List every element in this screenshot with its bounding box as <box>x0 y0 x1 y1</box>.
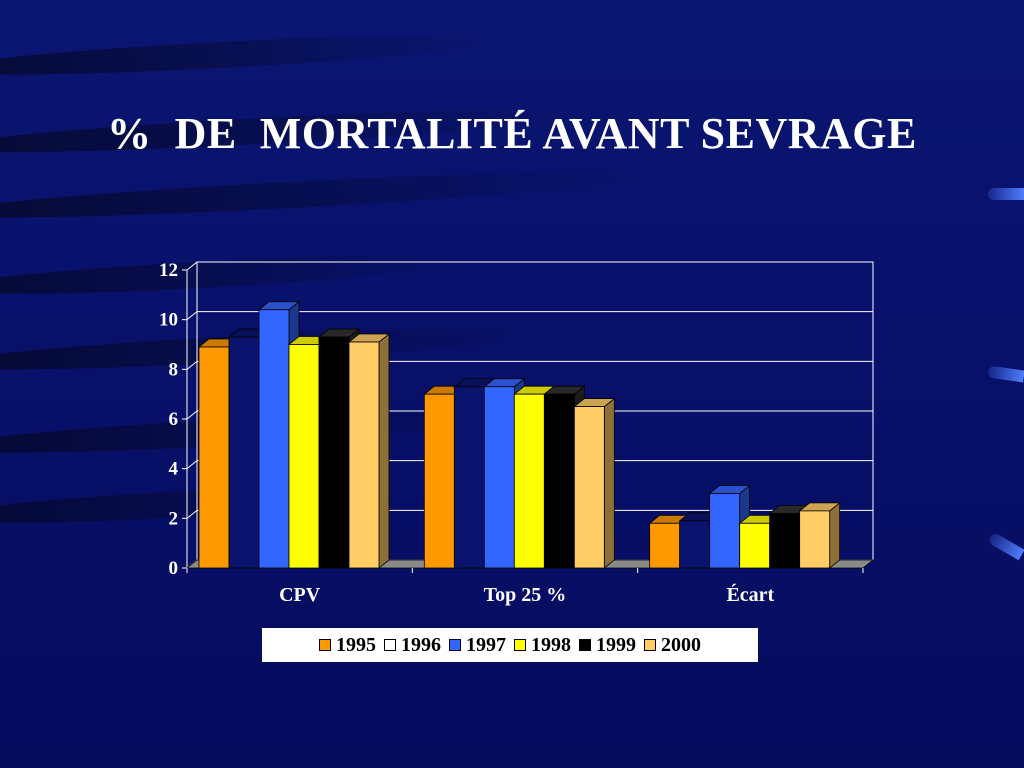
legend-swatch <box>579 639 591 651</box>
bar <box>513 393 545 569</box>
legend-label: 1997 <box>466 633 506 656</box>
bar <box>709 493 741 569</box>
bar <box>348 341 380 569</box>
bar <box>453 386 485 569</box>
y-tick-label: 6 <box>169 409 179 430</box>
bar <box>423 393 455 569</box>
y-tick-label: 10 <box>159 310 178 331</box>
x-category-label: Écart <box>726 583 774 606</box>
legend-swatch <box>449 639 461 651</box>
chart-bars <box>197 300 841 569</box>
legend-swatch <box>644 639 656 651</box>
legend-label: 1998 <box>531 633 571 656</box>
y-tick-label: 12 <box>159 260 178 281</box>
gridline-side <box>186 311 198 321</box>
legend-label: 1999 <box>596 633 636 656</box>
chart-labels: 0 2 4 6 8 10 12 CPV Top 25 % Écart <box>159 260 864 606</box>
x-category-label: Top 25 % <box>484 584 567 606</box>
y-tick-label: 2 <box>169 508 179 529</box>
chart-legend: 1995 1996 1997 1998 1999 2000 <box>262 628 758 662</box>
bar <box>769 512 801 569</box>
slide-title: % DE MORTALITÉ AVANT SEVRAGE <box>107 109 917 158</box>
bar <box>739 522 771 569</box>
legend-label: 2000 <box>661 633 701 656</box>
gridline-side <box>186 261 198 271</box>
legend-label: 1996 <box>401 633 441 656</box>
gridline-side <box>186 509 198 519</box>
bar <box>679 520 711 569</box>
gridline-side <box>186 460 198 470</box>
bar-side <box>603 397 615 569</box>
y-tick-label: 0 <box>169 558 179 579</box>
bar <box>573 406 605 569</box>
legend-swatch <box>319 639 331 651</box>
legend-item: 1998 <box>514 634 571 657</box>
side-accent <box>988 188 1024 200</box>
legend-item: 1999 <box>579 634 636 657</box>
legend-item: 1997 <box>449 634 506 657</box>
bar <box>288 344 320 569</box>
bar <box>649 522 681 569</box>
bar-side <box>829 502 841 569</box>
legend-item: 2000 <box>644 634 701 657</box>
legend-label: 1995 <box>336 633 376 656</box>
y-tick-label: 8 <box>169 359 179 380</box>
bar <box>228 336 260 569</box>
bar <box>543 393 575 569</box>
legend-item: 1995 <box>319 634 376 657</box>
x-category-label: CPV <box>279 584 321 606</box>
legend-swatch <box>384 639 396 651</box>
gridline-side <box>186 360 198 370</box>
bar <box>258 309 290 569</box>
legend-swatch <box>514 639 526 651</box>
bar <box>318 336 350 569</box>
bar <box>198 346 230 569</box>
gridline-side <box>186 410 198 420</box>
bar <box>483 386 515 569</box>
y-tick-label: 4 <box>169 459 179 480</box>
legend-item: 1996 <box>384 634 441 657</box>
bar-side <box>378 333 390 569</box>
bar <box>799 510 831 569</box>
